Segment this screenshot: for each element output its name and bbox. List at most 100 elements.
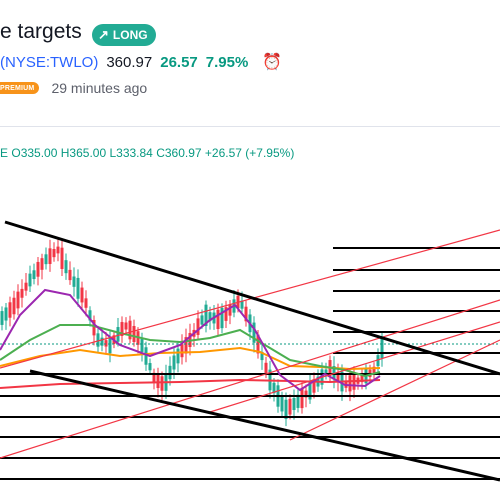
candle-body bbox=[292, 397, 296, 411]
candle-body bbox=[108, 336, 112, 354]
candle-body bbox=[80, 287, 84, 303]
premium-badge: PREMIUM bbox=[0, 82, 40, 94]
candle-body bbox=[216, 309, 220, 329]
candle-body bbox=[160, 376, 164, 391]
candle-body bbox=[84, 298, 88, 308]
candle-body bbox=[332, 366, 336, 379]
candle-body bbox=[96, 333, 100, 347]
candle-body bbox=[304, 390, 308, 398]
idea-title: e targets bbox=[0, 20, 82, 43]
candle-body bbox=[312, 379, 316, 393]
candle-body bbox=[56, 246, 60, 254]
candle-body bbox=[104, 340, 108, 347]
last-price: 360.97 bbox=[106, 53, 153, 71]
candle-body bbox=[200, 315, 204, 325]
ohlc-open: O335.00 bbox=[11, 146, 58, 160]
candle-body bbox=[92, 320, 96, 336]
price-change-percent: 7.95% bbox=[205, 53, 249, 71]
candle-body bbox=[88, 310, 92, 321]
candle-body bbox=[76, 277, 80, 299]
ohlc-prefix: E bbox=[0, 146, 9, 160]
candle-body bbox=[180, 344, 184, 358]
ohlc-high: H365.00 bbox=[60, 146, 107, 160]
candle-body bbox=[148, 363, 152, 371]
candle-body bbox=[308, 380, 312, 400]
candle-body bbox=[220, 307, 224, 329]
candle-body bbox=[252, 322, 256, 343]
candle-body bbox=[16, 291, 20, 309]
candle-body bbox=[144, 347, 148, 365]
ma-purple bbox=[0, 288, 381, 392]
candle-body bbox=[128, 320, 132, 340]
candle-body bbox=[24, 282, 28, 291]
price-chart[interactable] bbox=[0, 168, 500, 500]
candle-body bbox=[300, 387, 304, 409]
candle-body bbox=[348, 375, 352, 392]
ma-red bbox=[0, 378, 381, 389]
channel-line bbox=[0, 299, 500, 459]
candle-body bbox=[52, 248, 56, 258]
trendline bbox=[4, 220, 500, 376]
candle-body bbox=[36, 261, 40, 277]
candle-body bbox=[68, 269, 72, 281]
candle-body bbox=[272, 382, 276, 394]
candle-body bbox=[208, 312, 212, 322]
candle-body bbox=[12, 297, 16, 315]
candle-body bbox=[168, 365, 172, 380]
candle-body bbox=[196, 318, 200, 335]
candle-body bbox=[60, 247, 64, 269]
candle-body bbox=[152, 372, 156, 382]
candle-layer bbox=[0, 238, 384, 427]
candle-body bbox=[20, 288, 24, 298]
candle-body bbox=[360, 375, 364, 383]
alarm-clock-icon[interactable]: ⏰ bbox=[262, 54, 283, 71]
ohlc-legend: E O335.00 H365.00 L333.84 C360.97 +26.57… bbox=[0, 146, 294, 160]
long-badge-label: LONG bbox=[112, 28, 148, 42]
candle-body bbox=[72, 276, 76, 287]
long-badge[interactable]: ↗ LONG bbox=[92, 24, 156, 46]
candle-body bbox=[264, 362, 268, 374]
candle-body bbox=[284, 399, 288, 419]
divider bbox=[0, 126, 500, 127]
candle-body bbox=[204, 304, 208, 327]
candle-body bbox=[28, 273, 32, 287]
candle-body bbox=[172, 355, 176, 370]
idea-header: e targets ↗ LONG (NYSE:TWLO) 360.97 26.5… bbox=[0, 0, 500, 112]
candle-body bbox=[380, 337, 384, 359]
candle-body bbox=[336, 372, 340, 382]
candle-body bbox=[32, 270, 36, 280]
candle-body bbox=[0, 311, 4, 325]
arrow-up-right-icon: ↗ bbox=[98, 27, 109, 42]
candle-body bbox=[124, 322, 128, 330]
symbol-link[interactable]: (NYSE:TWLO) bbox=[0, 53, 99, 71]
candle-body bbox=[8, 302, 12, 318]
candle-body bbox=[280, 396, 284, 412]
candle-body bbox=[140, 338, 144, 352]
candle-body bbox=[376, 355, 380, 367]
candle-body bbox=[4, 307, 8, 321]
ohlc-low: L333.84 bbox=[109, 146, 153, 160]
candle-body bbox=[260, 351, 264, 361]
candle-body bbox=[288, 398, 292, 415]
red-channel bbox=[0, 229, 500, 459]
candle-body bbox=[116, 327, 120, 342]
candle-body bbox=[40, 258, 44, 270]
candle-body bbox=[240, 300, 244, 309]
candle-body bbox=[176, 348, 180, 364]
candle-body bbox=[120, 322, 124, 336]
ohlc-change: +26.57 (+7.95%) bbox=[204, 146, 295, 160]
candle-body bbox=[296, 394, 300, 408]
candle-body bbox=[244, 306, 248, 322]
ohlc-close: C360.97 bbox=[156, 146, 202, 160]
candle-body bbox=[64, 260, 68, 274]
published-time: 29 minutes ago bbox=[51, 80, 148, 96]
ma-green bbox=[0, 324, 381, 378]
price-change: 26.57 bbox=[160, 53, 198, 71]
candle-body bbox=[224, 307, 228, 321]
target-lines bbox=[0, 247, 500, 480]
candle-body bbox=[372, 366, 376, 375]
channel-line bbox=[209, 321, 500, 413]
channel-line bbox=[289, 339, 500, 441]
channel-line bbox=[0, 229, 500, 369]
candle-body bbox=[100, 337, 104, 346]
